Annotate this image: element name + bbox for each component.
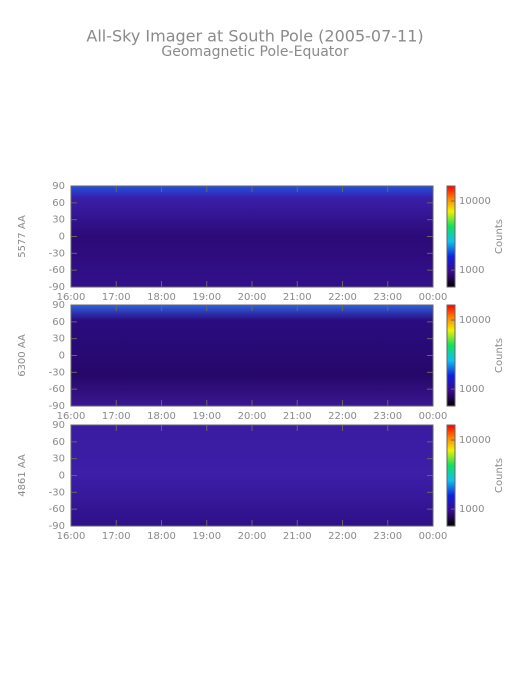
x-tick-label: 16:00 — [57, 411, 86, 422]
x-tick-label: 18:00 — [147, 531, 176, 542]
x-tick-label: 00:00 — [419, 292, 448, 303]
y-tick-label: 0 — [59, 351, 65, 362]
x-tick-label: 20:00 — [238, 411, 267, 422]
colorbar-label: Counts — [494, 458, 505, 493]
colorbar-tick-label: 10000 — [459, 196, 491, 207]
x-tick-label: 17:00 — [102, 411, 131, 422]
y-tick-label: 90 — [52, 300, 65, 311]
colorbar-tick-label: 10000 — [459, 435, 491, 446]
colorbar-label: Counts — [494, 219, 505, 254]
x-tick-label: 20:00 — [238, 292, 267, 303]
y-tick-label: 30 — [52, 334, 65, 345]
keogram-image — [71, 305, 433, 406]
y-tick-label: -30 — [49, 367, 65, 378]
x-tick-label: 21:00 — [283, 292, 312, 303]
y-tick-label: 30 — [52, 215, 65, 226]
x-tick-label: 23:00 — [373, 292, 402, 303]
colorbar-tick-label: 1000 — [459, 384, 484, 395]
y-tick-label: -90 — [49, 282, 65, 293]
y-tick-label: 30 — [52, 454, 65, 465]
x-tick-label: 16:00 — [57, 292, 86, 303]
y-tick-label: 0 — [59, 232, 65, 243]
y-axis-label: 4861 AA — [17, 454, 28, 497]
x-tick-label: 23:00 — [373, 411, 402, 422]
x-tick-label: 22:00 — [328, 292, 357, 303]
x-tick-label: 18:00 — [147, 292, 176, 303]
x-tick-label: 23:00 — [373, 531, 402, 542]
x-tick-label: 20:00 — [238, 531, 267, 542]
y-tick-label: -60 — [49, 384, 65, 395]
x-tick-label: 00:00 — [419, 531, 448, 542]
y-tick-label: 60 — [52, 317, 65, 328]
y-tick-label: 90 — [52, 181, 65, 192]
colorbar-label: Counts — [494, 338, 505, 373]
y-axis-label: 6300 AA — [17, 334, 28, 377]
y-tick-label: 60 — [52, 198, 65, 209]
y-tick-label: 60 — [52, 437, 65, 448]
x-tick-label: 16:00 — [57, 531, 86, 542]
y-axis-label: 5577 AA — [17, 215, 28, 258]
subtitle: Geomagnetic Pole-Equator — [161, 44, 348, 60]
x-tick-label: 19:00 — [192, 531, 221, 542]
colorbar-tick-label: 1000 — [459, 265, 484, 276]
colorbar — [446, 424, 456, 527]
y-tick-label: -30 — [49, 487, 65, 498]
title: All-Sky Imager at South Pole (2005-07-11… — [86, 27, 423, 46]
x-tick-label: 21:00 — [283, 531, 312, 542]
x-tick-label: 22:00 — [328, 531, 357, 542]
y-tick-label: -60 — [49, 265, 65, 276]
x-tick-label: 21:00 — [283, 411, 312, 422]
y-tick-label: -30 — [49, 248, 65, 259]
x-tick-label: 17:00 — [102, 292, 131, 303]
colorbar-tick-label: 1000 — [459, 504, 484, 515]
x-tick-label: 22:00 — [328, 411, 357, 422]
x-tick-label: 17:00 — [102, 531, 131, 542]
x-tick-label: 19:00 — [192, 411, 221, 422]
colorbar — [446, 185, 456, 288]
y-tick-label: 90 — [52, 420, 65, 431]
y-tick-label: -60 — [49, 504, 65, 515]
y-tick-label: -90 — [49, 401, 65, 412]
x-tick-label: 19:00 — [192, 292, 221, 303]
y-tick-label: 0 — [59, 471, 65, 482]
x-tick-label: 00:00 — [419, 411, 448, 422]
keogram-image — [71, 425, 433, 526]
keogram-image — [71, 186, 433, 287]
y-tick-label: -90 — [49, 521, 65, 532]
colorbar-tick-label: 10000 — [459, 315, 491, 326]
x-tick-label: 18:00 — [147, 411, 176, 422]
colorbar — [446, 304, 456, 407]
